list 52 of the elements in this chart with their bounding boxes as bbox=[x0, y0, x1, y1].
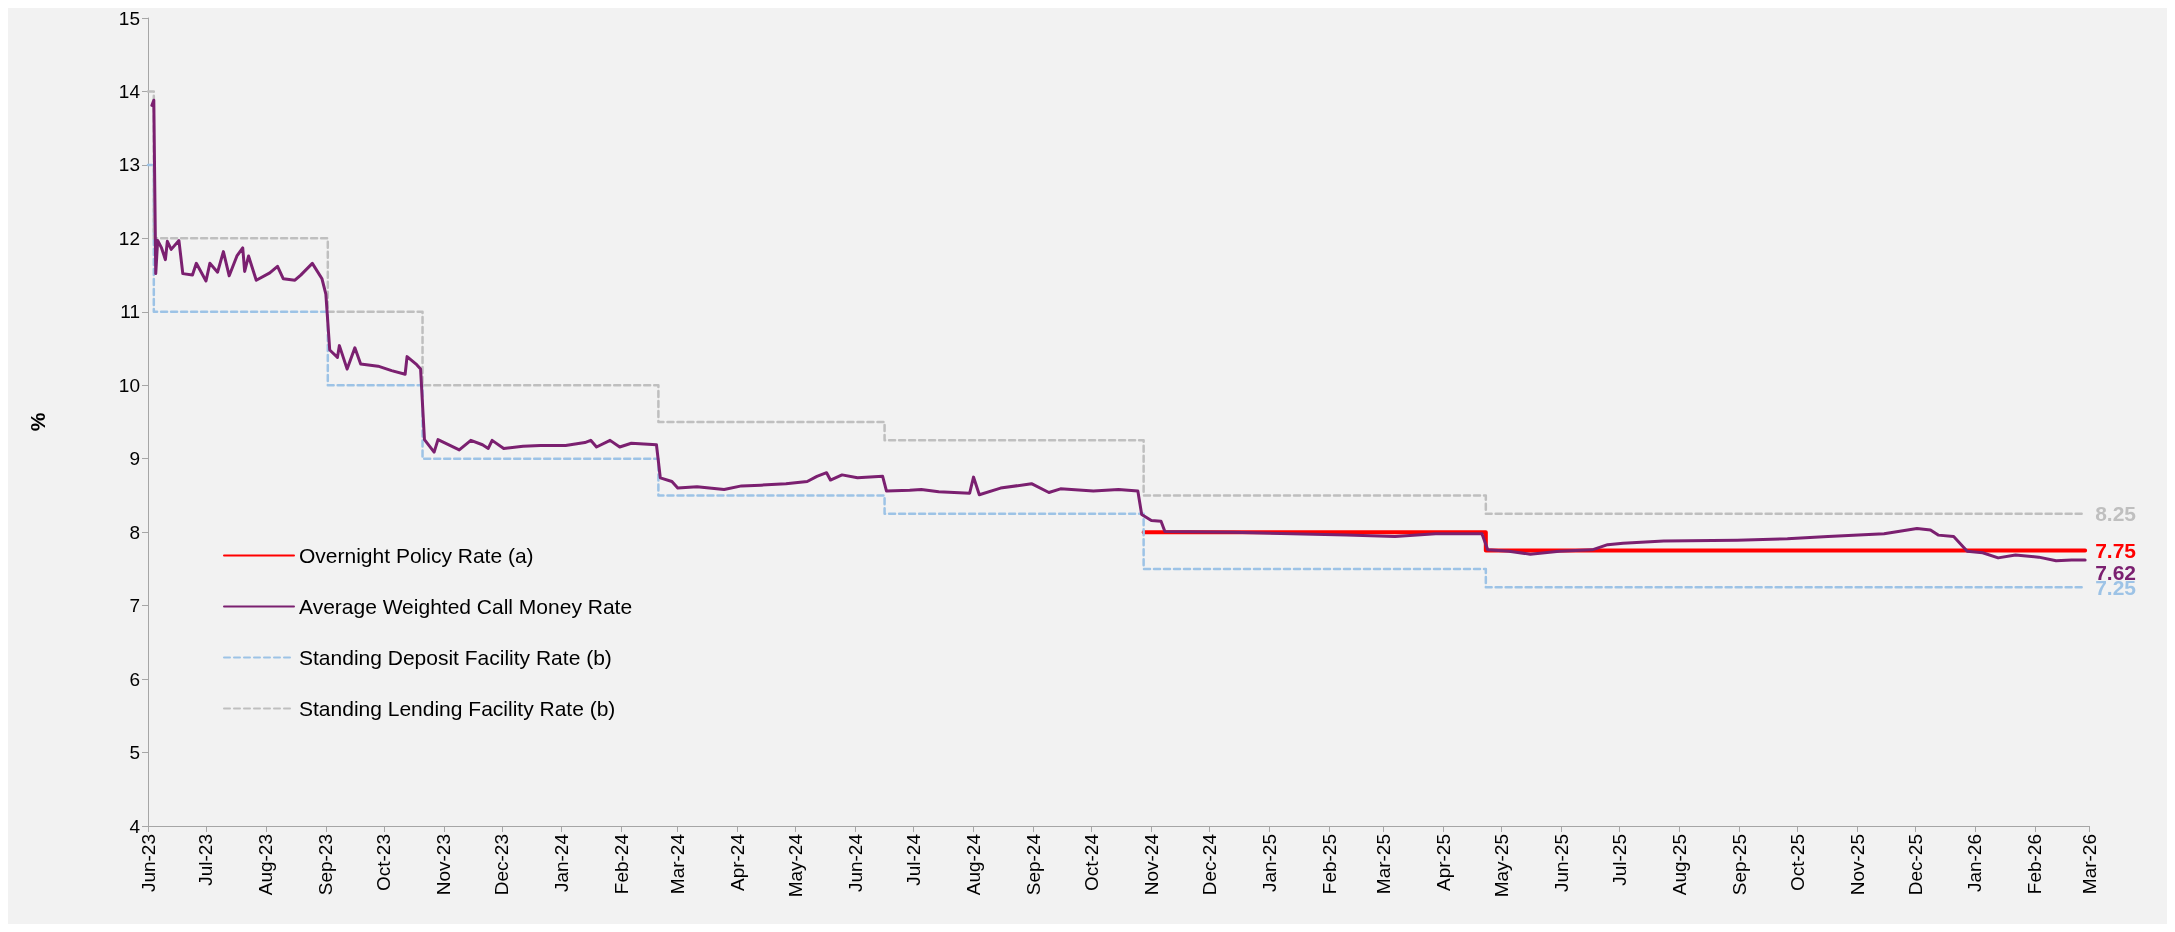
data-label: 7.75 bbox=[2095, 539, 2137, 563]
x-tick-label: Dec-25 bbox=[1904, 834, 1926, 896]
x-tick-label: Jul-25 bbox=[1608, 834, 1630, 886]
y-tick-label: 5 bbox=[129, 742, 140, 764]
x-tick-label: Mar-25 bbox=[1372, 834, 1394, 895]
x-tick-label: Sep-24 bbox=[1022, 833, 1044, 896]
x-tick-label: Nov-24 bbox=[1140, 833, 1162, 896]
x-tick-label: Jan-25 bbox=[1258, 834, 1280, 893]
y-tick-label: 4 bbox=[129, 815, 141, 837]
x-tick-label: Jul-23 bbox=[195, 834, 217, 886]
legend-label: Average Weighted Call Money Rate bbox=[299, 595, 633, 618]
y-tick-label: 15 bbox=[118, 7, 140, 29]
y-tick-label: 6 bbox=[129, 668, 140, 690]
x-tick-label: Aug-25 bbox=[1668, 834, 1690, 896]
y-axis-title: % bbox=[26, 412, 49, 432]
y-tick-label: 8 bbox=[129, 521, 140, 543]
x-tick-label: May-25 bbox=[1490, 834, 1512, 898]
x-tick-label: Jun-23 bbox=[137, 834, 159, 893]
x-tick-label: Sep-25 bbox=[1728, 834, 1750, 896]
x-tick-label: Feb-26 bbox=[2024, 834, 2046, 895]
x-tick-label: Dec-24 bbox=[1198, 833, 1220, 896]
y-tick-label: 12 bbox=[118, 227, 140, 249]
x-tick-label: Aug-23 bbox=[255, 834, 277, 896]
x-tick-label: Mar-24 bbox=[667, 833, 689, 895]
y-tick-label: 9 bbox=[129, 448, 140, 470]
x-tick-label: Apr-24 bbox=[727, 833, 749, 892]
x-tick-label: Nov-23 bbox=[433, 834, 455, 896]
x-tick-label: Oct-25 bbox=[1786, 834, 1808, 892]
x-tick-label: Feb-25 bbox=[1318, 834, 1340, 895]
x-tick-label: Apr-25 bbox=[1432, 834, 1454, 892]
x-tick-label: Feb-24 bbox=[611, 833, 633, 895]
x-tick-label: Sep-23 bbox=[315, 834, 337, 896]
x-tick-label: Oct-24 bbox=[1080, 833, 1102, 892]
y-tick-label: 7 bbox=[129, 595, 140, 617]
x-tick-label: Oct-23 bbox=[373, 834, 395, 892]
legend-label: Standing Deposit Facility Rate (b) bbox=[299, 646, 612, 669]
y-tick-label: 14 bbox=[118, 80, 141, 102]
x-tick-label: Jan-26 bbox=[1964, 834, 1986, 893]
x-tick-label: Nov-25 bbox=[1846, 834, 1868, 896]
legend-label: Standing Lending Facility Rate (b) bbox=[299, 697, 616, 720]
y-tick-label: 13 bbox=[118, 154, 140, 176]
x-tick-label: Jun-25 bbox=[1550, 834, 1572, 893]
x-tick-label: Dec-23 bbox=[491, 834, 513, 896]
x-tick-label: Jun-24 bbox=[845, 833, 867, 893]
x-tick-label: Jan-24 bbox=[551, 833, 573, 893]
x-tick-label: Jul-24 bbox=[903, 833, 925, 886]
x-tick-label: May-24 bbox=[785, 833, 807, 898]
y-tick-label: 11 bbox=[120, 301, 140, 323]
y-tick-label: 10 bbox=[118, 374, 140, 396]
legend-label: Overnight Policy Rate (a) bbox=[299, 544, 534, 567]
x-tick-label: Mar-26 bbox=[2078, 834, 2100, 895]
x-tick-label: Aug-24 bbox=[963, 833, 985, 896]
